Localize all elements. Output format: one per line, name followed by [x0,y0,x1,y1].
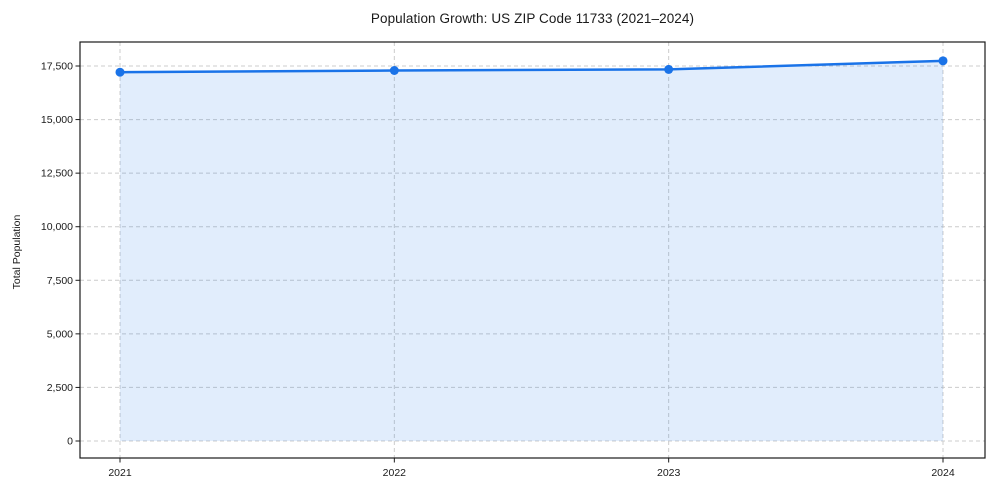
y-tick-label: 7,500 [47,275,73,287]
data-point-marker [938,56,948,66]
data-point-marker [115,67,125,77]
y-tick-label: 0 [67,436,73,448]
chart-title: Population Growth: US ZIP Code 11733 (20… [370,11,695,26]
y-tick-label: 12,500 [41,168,73,180]
y-tick-label: 2,500 [47,382,73,394]
area-fill [120,60,943,441]
x-tick-label: 2021 [108,467,132,479]
data-line [118,59,945,74]
x-tick-label: 2023 [657,467,681,479]
y-tick-label: 15,000 [41,114,73,126]
y-tick-label: 17,500 [41,61,73,73]
x-tick-label: 2024 [931,467,955,479]
data-point-marker [664,64,674,74]
data-point-marker [389,66,399,75]
plot-frame [79,41,986,459]
y-tick-label: 5,000 [47,328,73,340]
y-tick-label: 10,000 [41,221,73,233]
x-tick-label: 2022 [383,467,407,479]
